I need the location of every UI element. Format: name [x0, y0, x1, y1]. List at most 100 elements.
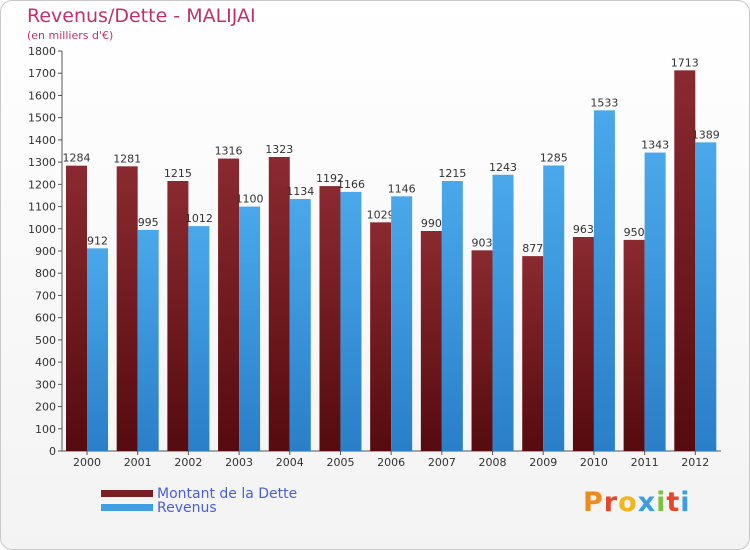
bar-revenus: [340, 191, 362, 451]
y-tick-label: 600: [35, 312, 56, 325]
bar-revenus: [87, 248, 108, 451]
x-tick-label: 2006: [377, 456, 405, 469]
data-label: 1389: [692, 128, 720, 141]
legend-label-dette: Montant de la Dette: [157, 486, 298, 502]
logo-letter: P: [583, 487, 604, 518]
bar-revenus: [391, 196, 413, 451]
y-tick-label: 500: [35, 334, 56, 347]
data-label: 1166: [337, 178, 365, 191]
data-label: 1343: [641, 139, 669, 152]
data-label: 990: [421, 217, 442, 230]
data-label: 912: [87, 234, 108, 247]
data-label: 1323: [265, 143, 293, 156]
x-tick-label: 2001: [124, 456, 152, 469]
y-tick-label: 1100: [28, 201, 56, 214]
data-label: 1316: [215, 145, 243, 158]
x-tick-label: 2011: [631, 456, 659, 469]
bar-revenus: [239, 206, 261, 451]
y-tick-label: 1000: [28, 223, 56, 236]
logo-letter: t: [666, 487, 681, 518]
x-tick-label: 2012: [681, 456, 709, 469]
y-tick-label: 200: [35, 401, 56, 414]
bar-dette: [218, 158, 240, 452]
x-tick-label: 2003: [225, 456, 253, 469]
x-tick-label: 2009: [529, 456, 557, 469]
y-tick-label: 400: [35, 356, 56, 369]
data-label: 1029: [367, 208, 395, 221]
y-tick-label: 100: [35, 423, 56, 436]
data-label: 1100: [236, 193, 264, 206]
bar-revenus: [593, 110, 615, 451]
x-tick-label: 2005: [326, 456, 354, 469]
y-tick-label: 1500: [28, 112, 56, 125]
x-tick-label: 2002: [174, 456, 202, 469]
bar-dette: [572, 237, 594, 451]
bar-revenus: [543, 165, 565, 451]
bar-dette: [66, 165, 87, 451]
data-label: 950: [624, 226, 645, 239]
y-tick-label: 800: [35, 267, 56, 280]
data-label: 1215: [438, 167, 466, 180]
bar-dette: [674, 70, 696, 451]
y-tick-label: 300: [35, 378, 56, 391]
data-label: 963: [573, 223, 594, 236]
data-label: 1281: [113, 152, 141, 165]
bar-dette: [471, 250, 493, 451]
bar-revenus: [188, 226, 210, 451]
logo-letter: x: [637, 487, 657, 518]
bar-dette: [268, 157, 290, 451]
chart-title: Revenus/Dette - MALIJAI: [27, 5, 256, 27]
logo-letter: i: [656, 487, 667, 518]
bar-revenus: [289, 199, 311, 451]
legend-swatch-revenus: [101, 504, 153, 511]
data-label: 1533: [590, 96, 618, 109]
legend-swatch-dette: [101, 490, 153, 497]
legend-label-revenus: Revenus: [157, 500, 217, 516]
x-tick-label: 2008: [479, 456, 507, 469]
data-label: 1215: [164, 167, 192, 180]
x-tick-label: 2000: [73, 456, 101, 469]
data-label: 1012: [185, 212, 213, 225]
bar-revenus: [137, 229, 159, 451]
x-tick-label: 2010: [580, 456, 608, 469]
data-label: 995: [138, 216, 159, 229]
proxiti-logo: Proxiti: [583, 487, 691, 518]
data-label: 1243: [489, 161, 517, 174]
data-label: 877: [522, 242, 543, 255]
data-label: 1192: [316, 172, 344, 185]
chart-subtitle: (en milliers d'€): [27, 29, 114, 42]
logo-letter: r: [603, 487, 619, 518]
bar-revenus: [441, 181, 463, 451]
bar-revenus: [695, 142, 717, 452]
data-label: 903: [472, 236, 493, 249]
bar-dette: [116, 166, 138, 452]
logo-letter: o: [618, 487, 638, 518]
bar-dette: [623, 239, 645, 451]
bar-dette: [370, 222, 392, 451]
bar-dette: [319, 186, 341, 451]
y-tick-label: 900: [35, 245, 56, 258]
data-label: 1134: [286, 185, 314, 198]
data-label: 1284: [63, 152, 91, 165]
x-tick-label: 2004: [276, 456, 304, 469]
data-label: 1146: [388, 182, 416, 195]
y-tick-label: 1400: [28, 134, 56, 147]
y-tick-label: 1300: [28, 156, 56, 169]
data-label: 1713: [671, 56, 699, 69]
y-tick-label: 1200: [28, 178, 56, 191]
y-tick-label: 700: [35, 289, 56, 302]
y-tick-label: 1800: [28, 45, 56, 58]
bar-dette: [167, 181, 189, 451]
x-tick-label: 2007: [428, 456, 456, 469]
y-tick-label: 1700: [28, 67, 56, 80]
bar-dette: [420, 231, 442, 451]
logo-letter: i: [680, 487, 691, 518]
y-tick-label: 1600: [28, 89, 56, 102]
y-tick-label: 0: [49, 445, 56, 458]
bar-revenus: [644, 152, 666, 452]
bar-dette: [522, 256, 544, 451]
bar-revenus: [492, 174, 514, 451]
data-label: 1285: [540, 151, 568, 164]
